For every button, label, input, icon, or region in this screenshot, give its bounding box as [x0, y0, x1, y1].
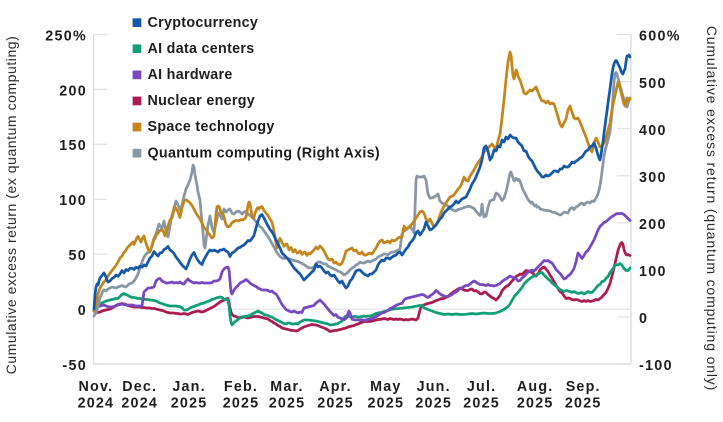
svg-text:2025: 2025 [517, 396, 554, 412]
svg-text:AI data centers: AI data centers [148, 41, 255, 57]
svg-text:600%: 600% [639, 29, 681, 45]
svg-text:Apr.: Apr. [319, 379, 352, 395]
svg-text:2025: 2025 [223, 396, 260, 412]
svg-text:0: 0 [78, 303, 87, 319]
svg-text:2025: 2025 [463, 396, 500, 412]
svg-text:Cumulative excess return (quan: Cumulative excess return (quantum comput… [704, 26, 720, 391]
svg-text:2025: 2025 [367, 396, 404, 412]
svg-text:150: 150 [59, 138, 87, 154]
svg-text:200: 200 [59, 83, 87, 99]
svg-text:400: 400 [639, 123, 667, 139]
svg-text:Nov.: Nov. [79, 379, 114, 395]
svg-text:200: 200 [639, 217, 667, 233]
svg-text:2025: 2025 [317, 396, 354, 412]
svg-text:2024: 2024 [121, 396, 158, 412]
svg-text:Jul.: Jul. [467, 379, 496, 395]
svg-text:May: May [370, 379, 401, 395]
svg-text:Feb.: Feb. [224, 379, 258, 395]
svg-text:Quantum computing (Right Axis): Quantum computing (Right Axis) [148, 145, 380, 161]
svg-text:-50: -50 [62, 358, 87, 374]
svg-text:2025: 2025 [269, 396, 306, 412]
svg-text:2025: 2025 [171, 396, 208, 412]
svg-text:0: 0 [639, 311, 648, 327]
svg-text:Nuclear energy: Nuclear energy [148, 93, 256, 109]
svg-text:Jan.: Jan. [172, 379, 205, 395]
svg-text:Mar.: Mar. [270, 379, 303, 395]
svg-text:50: 50 [68, 248, 87, 264]
svg-text:500: 500 [639, 76, 667, 92]
svg-text:Dec.: Dec. [122, 379, 157, 395]
svg-text:2025: 2025 [565, 396, 602, 412]
svg-text:-100: -100 [639, 358, 673, 374]
svg-text:Aug.: Aug. [517, 379, 554, 395]
svg-text:AI hardware: AI hardware [148, 67, 233, 83]
svg-text:2025: 2025 [415, 396, 452, 412]
svg-text:Cumulative excess return (ex q: Cumulative excess return (ex quantum com… [3, 36, 19, 375]
svg-text:100: 100 [59, 193, 87, 209]
svg-text:Sep.: Sep. [566, 379, 601, 395]
svg-text:2024: 2024 [78, 396, 115, 412]
svg-text:Jun.: Jun. [417, 379, 451, 395]
svg-text:Cryptocurrency: Cryptocurrency [148, 15, 259, 31]
svg-text:Space technology: Space technology [148, 119, 275, 135]
svg-text:100: 100 [639, 264, 667, 280]
svg-text:300: 300 [639, 170, 667, 186]
svg-text:250%: 250% [45, 28, 87, 44]
